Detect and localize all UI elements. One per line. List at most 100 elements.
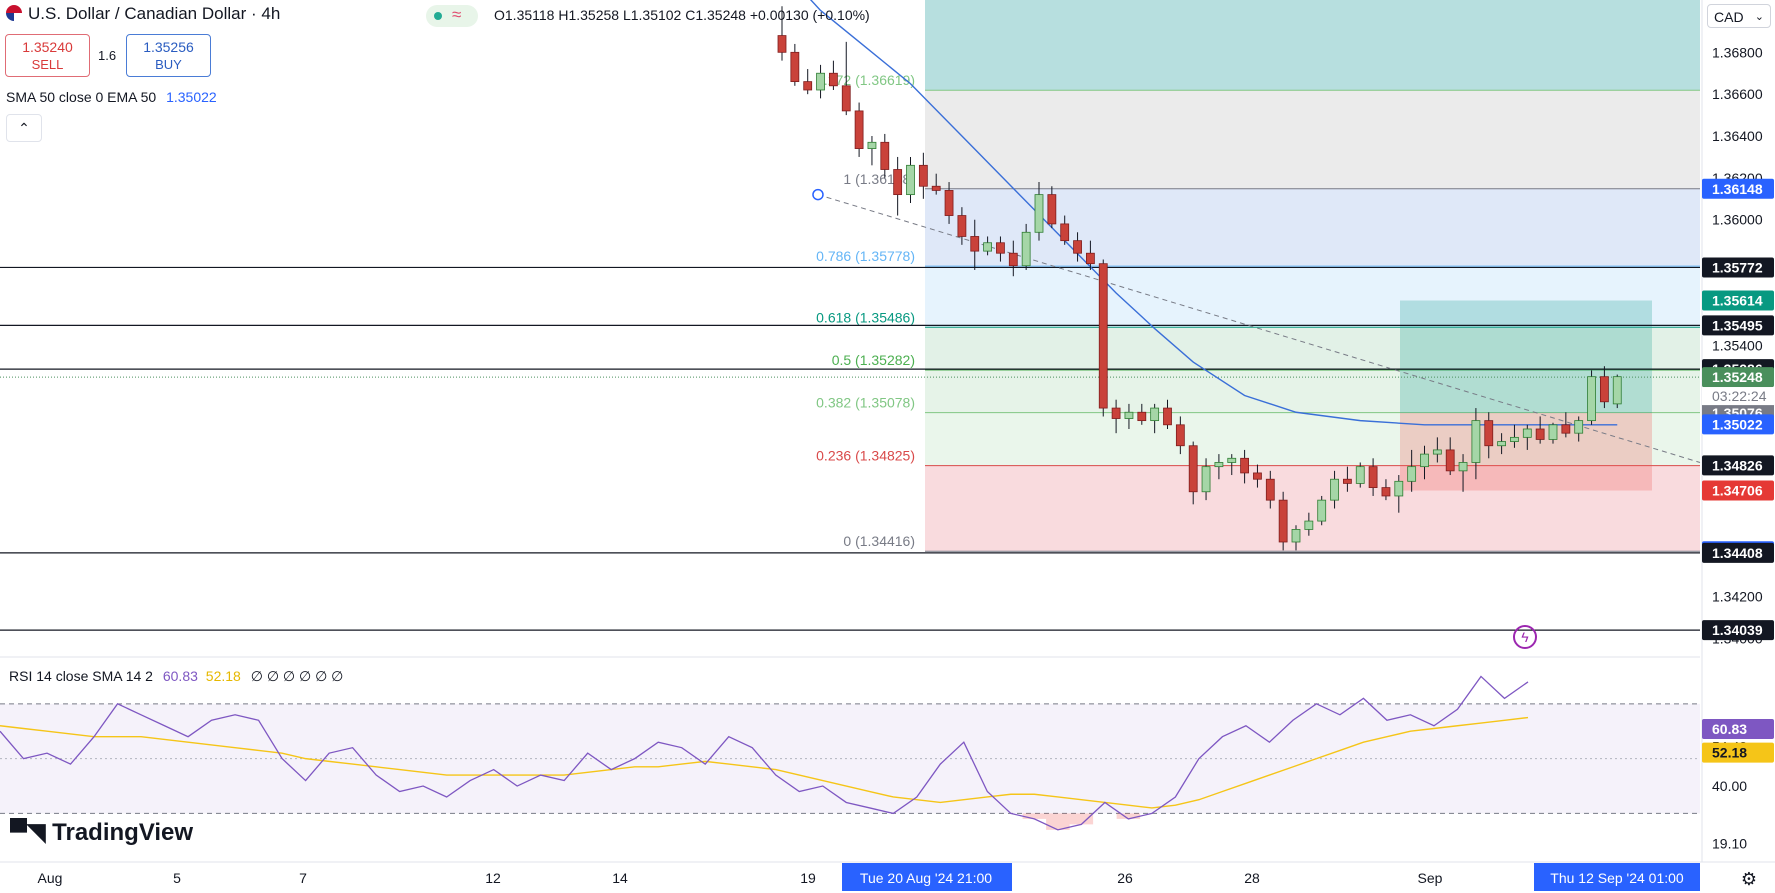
candle-up[interactable] — [1330, 478, 1339, 501]
candle-down[interactable] — [829, 72, 838, 87]
candle-up[interactable] — [1394, 480, 1404, 497]
candle-up[interactable] — [816, 72, 825, 91]
candle-up[interactable] — [1291, 529, 1301, 543]
candle-down[interactable] — [1175, 424, 1185, 447]
candle-down[interactable] — [790, 51, 800, 83]
candle-down[interactable] — [918, 164, 928, 187]
long-position-stop-zone[interactable] — [1400, 412, 1652, 491]
candle-down[interactable] — [944, 190, 954, 216]
long-position-target-zone[interactable] — [1400, 300, 1652, 413]
candle-down[interactable] — [1381, 487, 1391, 497]
market-open-dot-icon — [434, 12, 442, 20]
candle-down[interactable] — [1111, 407, 1121, 419]
fib-zone — [925, 90, 1700, 189]
fib-level-label: 0.382 (1.35078) — [816, 395, 915, 411]
candle-up[interactable] — [1458, 462, 1468, 472]
candle-down[interactable] — [841, 85, 851, 112]
tradingview-logo[interactable]: ▀◥ TradingView — [10, 818, 193, 847]
candle-down[interactable] — [1343, 478, 1352, 484]
trend-line-anchor[interactable] — [812, 188, 824, 201]
buy-label: BUY — [155, 57, 182, 72]
candle-up[interactable] — [1124, 411, 1134, 419]
sell-button[interactable]: 1.35240 SELL — [5, 34, 90, 77]
trend-line[interactable] — [817, 194, 1701, 463]
price-label-text: 1.34826 — [1712, 457, 1763, 473]
price-label-tag — [1702, 455, 1774, 476]
candle-up[interactable] — [1510, 436, 1519, 442]
candle-up[interactable] — [1034, 194, 1044, 233]
candle-up[interactable] — [1420, 453, 1429, 468]
replay-lightning-button[interactable]: ϟ — [1513, 625, 1537, 649]
candle-up[interactable] — [1227, 457, 1237, 463]
candle-up[interactable] — [1548, 424, 1558, 440]
candle-up[interactable] — [1317, 499, 1327, 522]
candle-down[interactable] — [880, 141, 890, 170]
candle-down[interactable] — [1008, 252, 1018, 267]
candle-down[interactable] — [1484, 420, 1494, 447]
candle-up[interactable] — [1355, 466, 1365, 484]
candle-down[interactable] — [1561, 424, 1571, 434]
candle-up[interactable] — [1407, 466, 1417, 482]
rsi-value-text: 52.18 — [1712, 745, 1747, 761]
candle-up[interactable] — [1304, 520, 1314, 530]
candle-down[interactable] — [1098, 263, 1108, 409]
candle-down[interactable] — [1600, 376, 1609, 403]
chevron-down-icon: ⌄ — [1754, 11, 1764, 23]
candle-down[interactable] — [931, 185, 941, 191]
fib-zone-top — [925, 0, 1700, 91]
candle-down[interactable] — [1086, 252, 1095, 265]
currency-selector[interactable]: CAD ⌄ — [1707, 4, 1771, 28]
candle-down[interactable] — [1265, 478, 1275, 501]
candle-down[interactable] — [777, 35, 787, 53]
candle-down[interactable] — [957, 215, 967, 237]
candle-up[interactable] — [1471, 420, 1481, 463]
candle-up[interactable] — [1150, 407, 1160, 422]
candle-down[interactable] — [970, 236, 980, 252]
candle-up[interactable] — [1021, 231, 1031, 267]
rsi-oversold-fill — [1022, 813, 1047, 819]
candle-down[interactable] — [1445, 449, 1455, 472]
candle-up[interactable] — [906, 164, 915, 196]
candle-down[interactable] — [1047, 194, 1057, 225]
candle-up[interactable] — [1574, 420, 1584, 434]
collapse-legend-button[interactable]: ⌃ — [6, 114, 42, 142]
chart-settings-button[interactable]: ⚙ — [1738, 868, 1760, 890]
candle-down[interactable] — [1253, 472, 1262, 480]
candle-up[interactable] — [1432, 449, 1442, 455]
price-label-text: 1.35614 — [1712, 293, 1763, 309]
candle-up[interactable] — [1522, 428, 1532, 438]
symbol-title: U.S. Dollar / Canadian Dollar · 4h — [28, 4, 281, 23]
candle-down[interactable] — [1368, 466, 1378, 488]
candle-up[interactable] — [1201, 466, 1211, 493]
candle-up[interactable] — [1214, 462, 1224, 468]
price-tick-label: 1.34200 — [1712, 588, 1763, 604]
candle-up[interactable] — [1612, 376, 1622, 405]
candle-down[interactable] — [1137, 411, 1147, 422]
time-tick-label: 19 — [800, 870, 816, 886]
candle-down[interactable] — [854, 110, 864, 149]
candle-down[interactable] — [803, 81, 813, 91]
candle-down[interactable] — [893, 169, 903, 196]
rsi-line — [0, 675, 1529, 831]
fib-level-label: 0.786 (1.35778) — [816, 248, 915, 264]
market-status-badge[interactable]: ≈ — [426, 5, 478, 27]
candle-up[interactable] — [983, 242, 992, 252]
symbol-header[interactable]: U.S. Dollar / Canadian Dollar · 4h — [6, 4, 280, 24]
candle-down[interactable] — [1240, 457, 1249, 474]
rsi-legend[interactable]: RSI 14 close SMA 14 2 60.83 52.18 ∅ ∅ ∅ … — [6, 668, 347, 685]
price-label-tag — [1702, 290, 1774, 311]
candle-up[interactable] — [867, 141, 877, 149]
candle-up[interactable] — [1497, 441, 1506, 447]
candle-down[interactable] — [1060, 223, 1070, 242]
candle-down[interactable] — [1073, 240, 1082, 254]
candle-down[interactable] — [1278, 499, 1288, 543]
candle-down[interactable] — [1535, 428, 1545, 440]
price-label-text: 1.34706 — [1712, 483, 1763, 499]
candle-down[interactable] — [1188, 445, 1198, 493]
candle-down[interactable] — [996, 242, 1005, 254]
buy-button[interactable]: 1.35256 BUY — [126, 34, 211, 77]
candle-down[interactable] — [1163, 407, 1172, 426]
ma-indicator-legend[interactable]: SMA 50 close 0 EMA 50 1.35022 — [6, 89, 217, 105]
candle-up[interactable] — [1587, 376, 1596, 422]
